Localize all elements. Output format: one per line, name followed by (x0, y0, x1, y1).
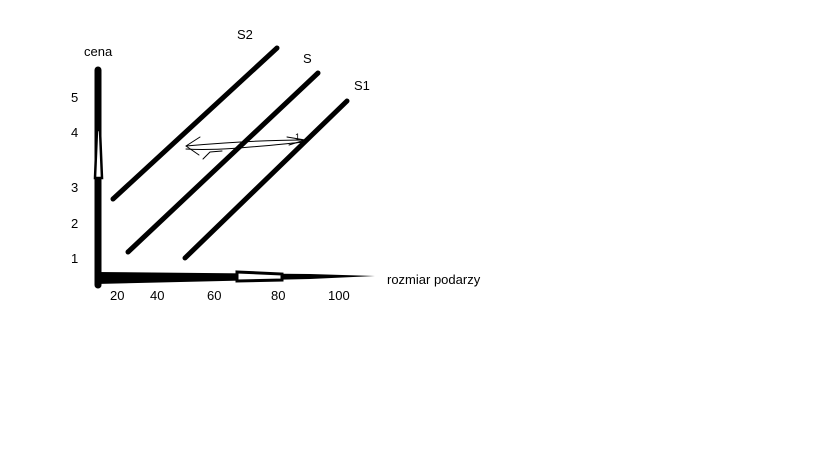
y-axis (93, 66, 104, 289)
shift-arrow-line (185, 139, 306, 147)
shift-arrow-tick (202, 150, 223, 160)
x-tick-label: 40 (150, 288, 164, 303)
y-tick-label: 2 (71, 216, 78, 231)
y-tick-label: 1 (71, 251, 78, 266)
x-axis-label: rozmiar podarzy (387, 272, 481, 287)
x-tick-label: 80 (271, 288, 285, 303)
y-axis-label: cena (84, 44, 113, 59)
x-axis (96, 270, 375, 284)
y-tick-label: 4 (71, 125, 78, 140)
x-axis-arrow-icon (235, 270, 284, 283)
shift-arrow-mark: 1 (295, 132, 300, 142)
x-tick-label: 20 (110, 288, 124, 303)
y-tick-label: 5 (71, 90, 78, 105)
curve-s2 (110, 45, 280, 202)
x-tick-label: 60 (207, 288, 221, 303)
shift-arrow-tail-icon (286, 136, 306, 146)
shift-arrow (185, 136, 306, 160)
shift-arrowhead-icon (185, 136, 201, 156)
x-tick-label: 100 (328, 288, 350, 303)
curve-s (125, 70, 321, 255)
curve-s1 (182, 98, 350, 261)
y-tick-label: 3 (71, 180, 78, 195)
y-axis-arrow-icon (93, 128, 104, 180)
curve-label-s: S (303, 51, 312, 66)
shift-arrow-line-lower (185, 141, 305, 150)
curve-label-s2: S2 (237, 27, 253, 42)
curve-label-s1: S1 (354, 78, 370, 93)
